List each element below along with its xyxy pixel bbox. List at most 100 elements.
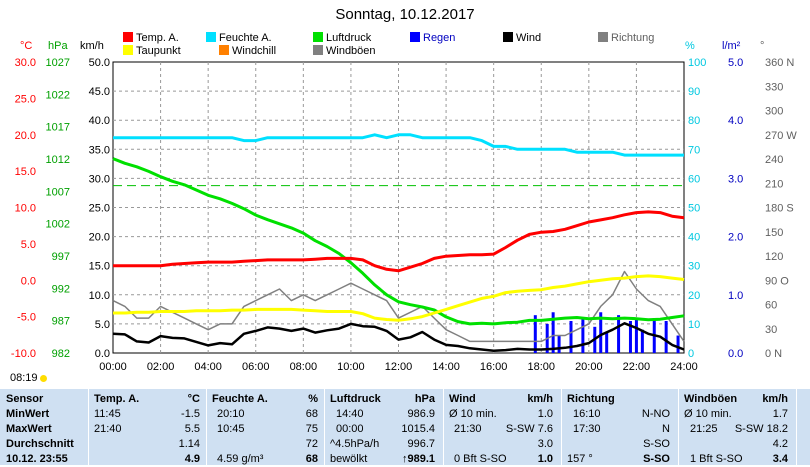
wind-unit-label: km/h [80, 40, 104, 52]
x-tick-label: 18:00 [527, 361, 555, 373]
wind-tick-label: 5.0 [95, 319, 110, 331]
header-pressure: Luftdruck [330, 393, 381, 405]
cell: 4.59 g/m³ [217, 453, 264, 465]
wind-tick-label: 45.0 [89, 86, 110, 98]
table-divider [443, 389, 444, 465]
chart-title: Sonntag, 10.12.2017 [335, 6, 475, 23]
legend-label: Wind [516, 32, 542, 44]
cell: 3.4 [772, 453, 788, 465]
pressure-unit-label: hPa [48, 40, 68, 52]
humidity-tick-label: 50 [688, 203, 700, 215]
temp-tick-label: -10.0 [11, 348, 36, 360]
legend-label: Luftdruck [326, 32, 372, 44]
series-line-feuchte-a- [113, 133, 684, 157]
humidity-tick-label: 20 [688, 290, 700, 302]
wind-tick-label: 30.0 [89, 173, 110, 185]
x-tick-label: 20:00 [575, 361, 603, 373]
direction-tick-label: 210 [765, 178, 783, 190]
series-line-taupunkt [113, 274, 685, 322]
legend-label: Temp. A. [136, 32, 179, 44]
rain-unit-label: l/m² [722, 40, 741, 52]
series-line-windböen [112, 270, 685, 343]
grid-lines [113, 62, 684, 353]
wind-tick-label: 25.0 [89, 203, 110, 215]
cell: 4.9 [184, 453, 200, 465]
cell: 21:30 [454, 423, 482, 435]
table-row: MaxWert 21:40 5.5 10:45 75 00:00 1015.4 … [0, 422, 810, 437]
rain-bar [557, 335, 561, 353]
direction-tick-label: 150 [765, 227, 783, 239]
header-wind: Wind [449, 393, 476, 405]
series-line-wind [112, 322, 685, 352]
cell: 996.7 [407, 438, 435, 450]
legend-dewpoint: Taupunkt [123, 45, 181, 57]
cell: 00:00 [336, 423, 364, 435]
legend-temp: Temp. A. [123, 32, 179, 44]
legend-rain: Regen [410, 32, 455, 44]
cell: S-SW 7.6 [505, 423, 553, 435]
cell: 10:45 [217, 423, 245, 435]
pressure-tick-label: 1022 [46, 89, 70, 101]
legend-pressure: Luftdruck [313, 32, 371, 44]
cell: 68 [305, 453, 318, 465]
humidity-tick-label: 80 [688, 115, 700, 127]
direction-tick-label: 60 [765, 300, 777, 312]
legend-label: Windböen [326, 45, 376, 57]
chart-marks [112, 133, 685, 353]
header-direction: Richtung [567, 393, 615, 405]
direction-tick-label: 300 [765, 106, 783, 118]
cell: -1.5 [181, 408, 200, 420]
humidity-tick-label: 100 [688, 57, 706, 69]
table-header-row: Sensor Temp. A. °C Feuchte A. % Luftdruc… [0, 392, 810, 407]
row-label: Durchschnitt [6, 438, 74, 450]
cell: 20:10 [217, 408, 245, 420]
humidity-tick-label: 70 [688, 144, 700, 156]
direction-tick-label: 360 N [765, 57, 794, 69]
pressure-tick-label: 1007 [46, 186, 70, 198]
cell: 1 Bft S-SO [690, 453, 743, 465]
temp-tick-label: -5.0 [17, 312, 36, 324]
header-pressure-unit: hPa [414, 393, 435, 405]
header-gusts-unit: km/h [762, 393, 788, 405]
temp-tick-label: 5.0 [21, 239, 36, 251]
cell: 17:30 [573, 423, 601, 435]
cell: 157 ° [567, 453, 593, 465]
direction-tick-label: 120 [765, 251, 783, 263]
temp-tick-label: 15.0 [15, 166, 36, 178]
legend-wind: Wind [503, 32, 541, 44]
current-time-label: 08:19 [10, 372, 38, 384]
rain-bar [640, 329, 644, 353]
cell: 1.7 [772, 408, 788, 420]
cell: 5.5 [184, 423, 200, 435]
cell: ↑989.1 [401, 453, 435, 465]
pressure-tick-label: 1012 [46, 154, 70, 166]
humidity-tick-label: 30 [688, 261, 700, 273]
temp-tick-label: 20.0 [15, 130, 36, 142]
cell: 16:10 [573, 408, 601, 420]
direction-tick-label: 270 W [765, 130, 797, 142]
cell: 21:25 [690, 423, 718, 435]
header-gusts: Windböen [684, 393, 738, 405]
temp-tick-label: 30.0 [15, 57, 36, 69]
axis-ticks: 00:00 02:00 04:00 06:00 08:00 10:00 12:00 14:00… [11, 57, 797, 373]
rain-tick-label: 2.0 [728, 232, 743, 244]
rain-bar [634, 318, 638, 353]
humidity-tick-label: 60 [688, 173, 700, 185]
legend-label: Feuchte A. [219, 32, 272, 44]
table-divider [796, 389, 797, 465]
humidity-tick-label: 10 [688, 319, 700, 331]
x-tick-label: 24:00 [670, 361, 698, 373]
wind-tick-label: 0.0 [95, 348, 110, 360]
direction-tick-label: 90 O [765, 275, 789, 287]
x-tick-label: 04:00 [194, 361, 222, 373]
rain-tick-label: 0.0 [728, 348, 743, 360]
rain-bar [617, 315, 621, 353]
cell: N-NO [641, 408, 670, 420]
temp-tick-label: 10.0 [15, 203, 36, 215]
table-divider [561, 389, 562, 465]
direction-tick-label: 0 N [765, 348, 782, 360]
temp-tick-label: 0.0 [21, 275, 36, 287]
x-tick-label: 06:00 [242, 361, 270, 373]
series-line-temp-a- [113, 210, 685, 273]
pressure-tick-label: 1002 [46, 219, 70, 231]
